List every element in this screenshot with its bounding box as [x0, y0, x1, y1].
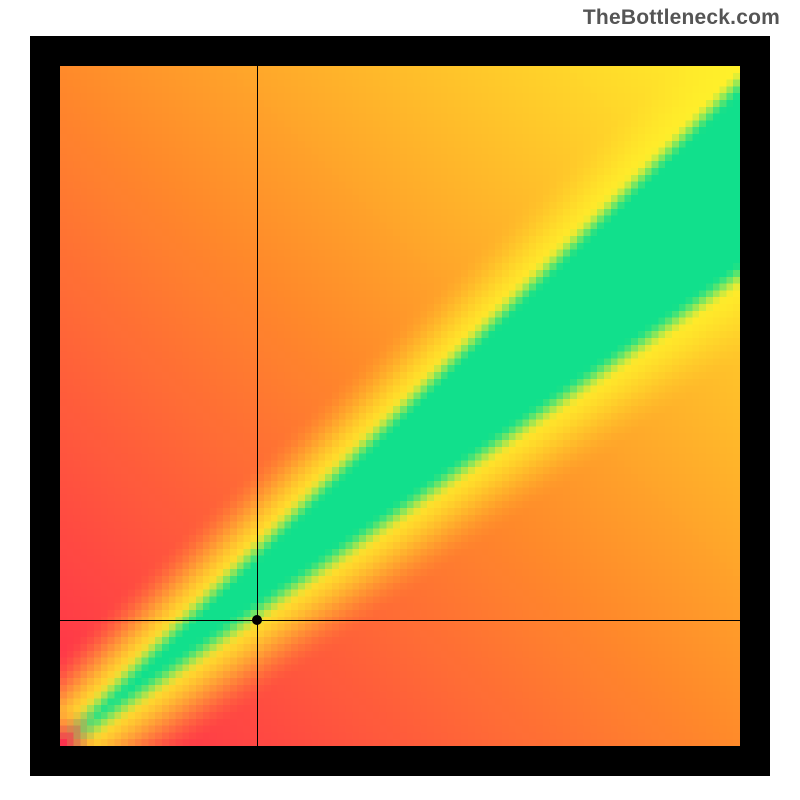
attribution-text: TheBottleneck.com: [583, 6, 780, 30]
crosshair-horizontal: [60, 620, 740, 621]
chart-stage: TheBottleneck.com: [0, 0, 800, 800]
crosshair-vertical: [257, 66, 258, 746]
bottleneck-heatmap: [60, 66, 740, 746]
